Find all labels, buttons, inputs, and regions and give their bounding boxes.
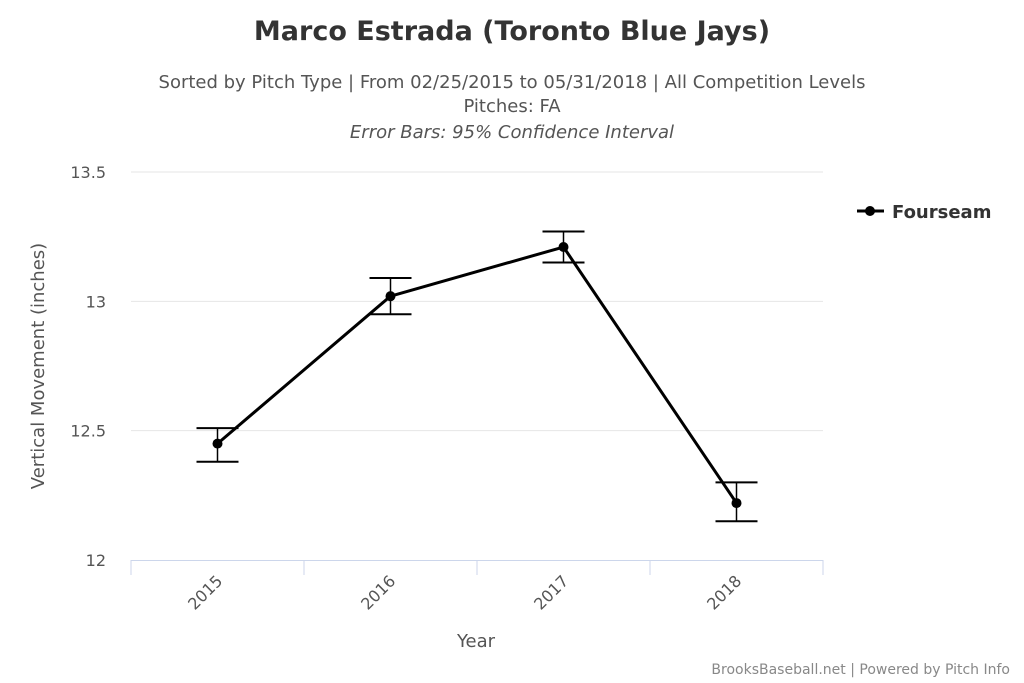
- data-point-2018: [731, 498, 742, 509]
- x-tick-label-2016: 2016: [357, 571, 399, 613]
- x-axis-ticks: 2015 2016 2017 2018: [184, 571, 745, 613]
- chart-subtitle-line-2: Pitches: FA: [463, 96, 561, 117]
- y-tick-label-3: 13.5: [70, 163, 106, 182]
- y-tick-label-1: 12.5: [70, 422, 106, 441]
- series-fourseam: [196, 230, 758, 523]
- y-axis-title: Vertical Movement (inches): [28, 243, 49, 489]
- legend[interactable]: Fourseam: [857, 202, 991, 223]
- chart-title: Marco Estrada (Toronto Blue Jays): [254, 16, 770, 47]
- legend-marker-fourseam: [865, 206, 875, 216]
- y-axis-ticks: 12 12.5 13 13.5: [70, 163, 106, 570]
- x-axis: [130, 560, 824, 575]
- x-tick-label-2015: 2015: [184, 571, 226, 613]
- x-axis-title: Year: [456, 631, 496, 652]
- series-line-0: [216, 245, 738, 504]
- data-point-2016: [385, 291, 396, 302]
- y-tick-label-2: 13: [86, 292, 106, 311]
- chart-subtitle-line-1: Sorted by Pitch Type | From 02/25/2015 t…: [159, 72, 866, 93]
- x-tick-label-2018: 2018: [703, 571, 745, 613]
- grid-lines: [131, 171, 823, 432]
- legend-label-fourseam[interactable]: Fourseam: [892, 202, 991, 223]
- credits[interactable]: BrooksBaseball.net | Powered by Pitch In…: [711, 662, 1010, 678]
- y-tick-label-0: 12: [86, 551, 106, 570]
- data-point-2015: [212, 438, 223, 449]
- data-point-2017: [558, 242, 569, 253]
- chart-error-bar-note: Error Bars: 95% Confidence Interval: [350, 122, 674, 143]
- x-tick-label-2017: 2017: [530, 571, 572, 613]
